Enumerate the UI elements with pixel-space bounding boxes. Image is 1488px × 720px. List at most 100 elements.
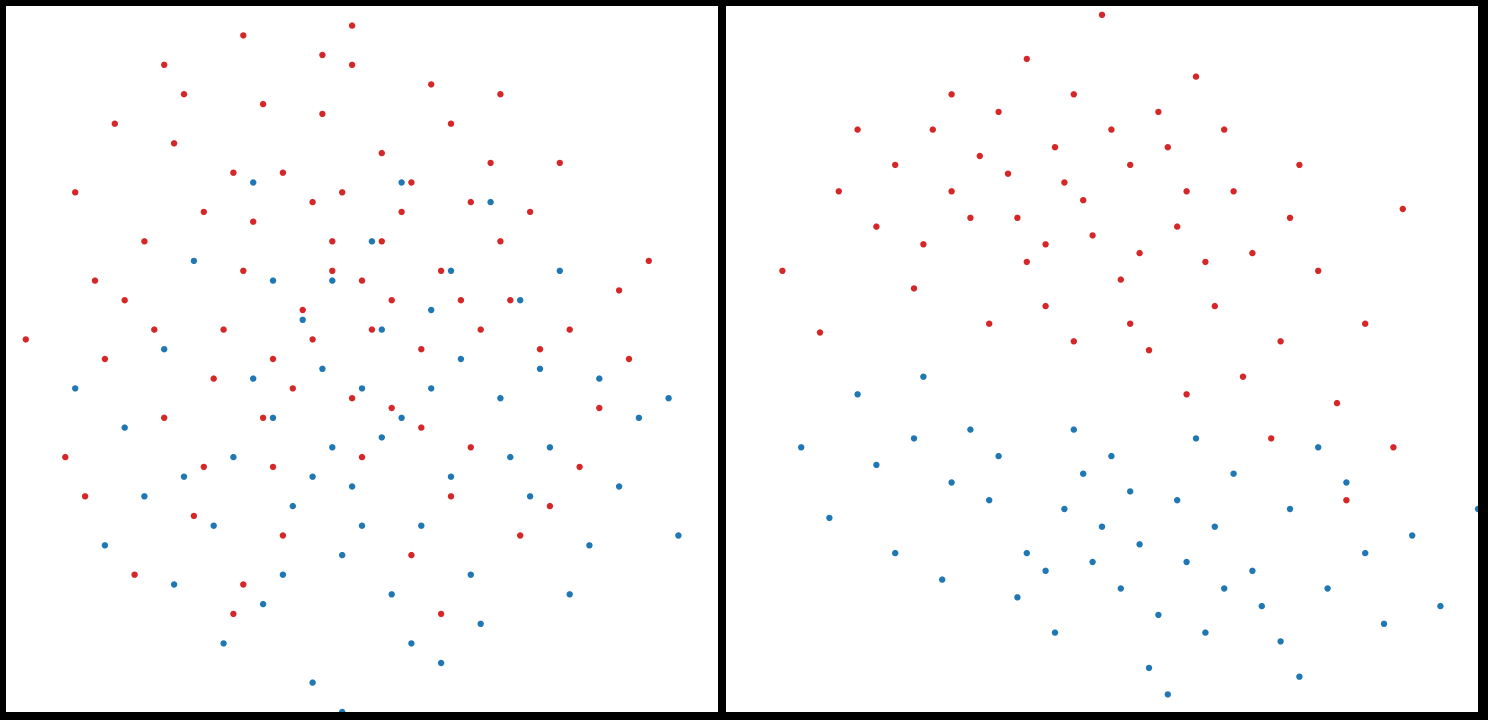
scatter-point-red bbox=[1127, 320, 1134, 327]
scatter-point-blue bbox=[447, 473, 455, 480]
scatter-point-blue bbox=[1127, 488, 1134, 495]
scatter-point-red bbox=[319, 51, 326, 59]
scatter-point-red bbox=[348, 61, 356, 68]
scatter-point-red bbox=[995, 108, 1002, 116]
scatter-point-blue bbox=[1089, 558, 1096, 566]
scatter-point-blue bbox=[586, 542, 593, 549]
scatter-point-blue bbox=[428, 385, 435, 392]
scatter-point-blue bbox=[170, 581, 178, 588]
scatter-point-red bbox=[388, 404, 395, 412]
scatter-point-red bbox=[358, 277, 366, 284]
scatter-point-red bbox=[428, 81, 435, 88]
scatter-point-blue bbox=[180, 473, 188, 480]
scatter-point-blue bbox=[635, 414, 643, 421]
scatter-point-red bbox=[141, 238, 148, 245]
scatter-point-blue bbox=[1221, 585, 1228, 592]
scatter-point-blue bbox=[826, 514, 833, 522]
scatter-point-blue bbox=[1164, 691, 1171, 698]
scatter-point-red bbox=[1315, 267, 1322, 274]
scatter-point-blue bbox=[220, 640, 227, 647]
scatter-point-blue bbox=[1343, 479, 1350, 486]
scatter-point-red bbox=[1023, 258, 1030, 266]
scatter-point-red bbox=[873, 223, 880, 230]
scatter-point-red bbox=[910, 285, 918, 292]
scatter-point-red bbox=[576, 463, 583, 471]
scatter-point-blue bbox=[517, 297, 524, 304]
scatter-point-blue bbox=[1286, 505, 1294, 513]
scatter-point-red bbox=[348, 22, 356, 29]
scatter-point-red bbox=[1249, 249, 1256, 257]
scatter-point-blue bbox=[121, 424, 128, 431]
scatter-point-blue bbox=[161, 346, 168, 353]
scatter-point-red bbox=[1004, 170, 1012, 177]
scatter-point-blue bbox=[1380, 620, 1388, 627]
scatter-point-red bbox=[1080, 197, 1087, 204]
scatter-point-red bbox=[437, 267, 445, 274]
scatter-point-red bbox=[1333, 399, 1341, 407]
scatter-point-blue bbox=[1315, 444, 1322, 451]
scatter-point-red bbox=[378, 238, 385, 245]
scatter-point-red bbox=[447, 120, 455, 127]
scatter-point-blue bbox=[675, 532, 682, 539]
scatter-point-red bbox=[1230, 188, 1237, 195]
scatter-point-red bbox=[556, 159, 563, 167]
scatter-point-red bbox=[1390, 444, 1397, 451]
scatter-point-blue bbox=[329, 277, 336, 284]
scatter-point-red bbox=[1268, 435, 1275, 442]
scatter-point-red bbox=[91, 277, 99, 284]
scatter-point-blue bbox=[408, 640, 415, 647]
scatter-point-blue bbox=[329, 444, 336, 451]
scatter-point-red bbox=[536, 346, 544, 353]
scatter-point-red bbox=[1174, 223, 1181, 230]
scatter-point-red bbox=[1070, 91, 1077, 98]
scatter-point-red bbox=[517, 532, 524, 539]
scatter-point-red bbox=[976, 152, 983, 160]
scatter-point-blue bbox=[536, 365, 544, 372]
scatter-point-red bbox=[645, 257, 652, 265]
scatter-point-red bbox=[497, 91, 504, 98]
scatter-point-blue bbox=[289, 502, 296, 510]
scatter-point-red bbox=[566, 326, 573, 333]
scatter-point-blue bbox=[72, 385, 79, 392]
scatter-point-red bbox=[854, 126, 861, 133]
scatter-point-red bbox=[408, 551, 415, 559]
scatter-point-red bbox=[81, 493, 89, 500]
scatter-point-red bbox=[816, 329, 824, 336]
scatter-point-red bbox=[72, 189, 79, 196]
scatter-point-red bbox=[1286, 214, 1294, 221]
scatter-point-blue bbox=[1174, 497, 1181, 504]
scatter-point-red bbox=[161, 414, 168, 421]
scatter-point-red bbox=[309, 198, 316, 206]
scatter-point-blue bbox=[418, 522, 425, 529]
scatter-point-red bbox=[240, 32, 247, 39]
scatter-point-red bbox=[230, 610, 237, 618]
scatter-point-red bbox=[1277, 338, 1284, 345]
scatter-point-blue bbox=[348, 483, 356, 490]
scatter-point-red bbox=[1362, 320, 1369, 327]
scatter-point-red bbox=[309, 336, 316, 343]
scatter-point-red bbox=[180, 91, 188, 98]
scatter-point-red bbox=[151, 326, 158, 333]
scatter-point-blue bbox=[1362, 549, 1369, 557]
scatter-point-red bbox=[1192, 73, 1200, 80]
scatter-point-blue bbox=[507, 453, 514, 461]
scatter-point-red bbox=[250, 218, 257, 225]
scatter-point-red bbox=[892, 161, 899, 169]
scatter-point-red bbox=[161, 61, 168, 68]
scatter-point-blue bbox=[1145, 664, 1153, 672]
scatter-point-red bbox=[398, 208, 405, 216]
scatter-point-blue bbox=[1277, 638, 1284, 645]
scatter-point-red bbox=[1070, 338, 1077, 345]
scatter-point-red bbox=[1061, 179, 1068, 186]
scatter-point-red bbox=[259, 100, 267, 108]
scatter-point-red bbox=[111, 120, 119, 127]
scatter-point-blue bbox=[798, 444, 805, 451]
scatter-point-blue bbox=[230, 453, 237, 461]
scatter-panel-right bbox=[726, 6, 1478, 712]
scatter-point-blue bbox=[1098, 523, 1106, 530]
scatter-point-red bbox=[348, 395, 356, 402]
scatter-point-blue bbox=[986, 497, 993, 504]
scatter-point-red bbox=[835, 188, 842, 195]
scatter-point-red bbox=[121, 297, 128, 304]
